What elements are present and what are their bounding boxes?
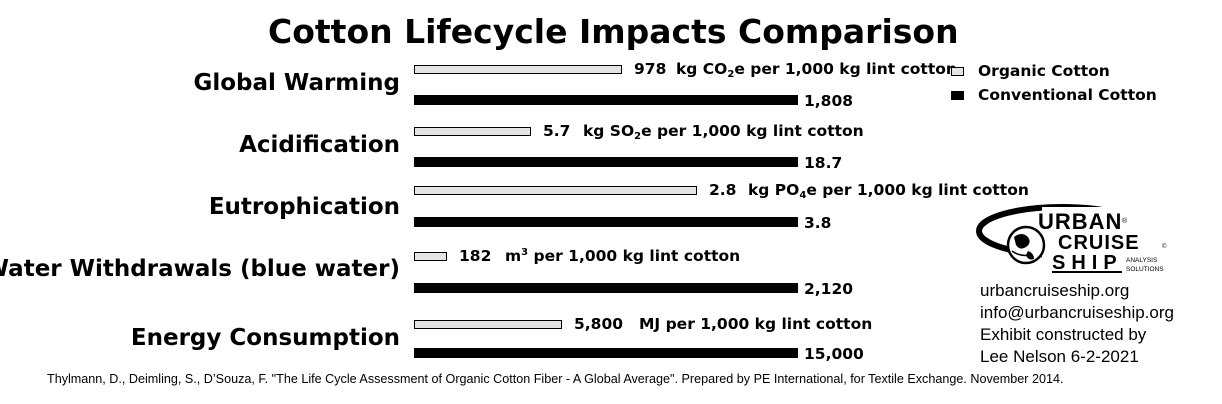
organic-cotton-bar (414, 65, 622, 74)
website-text: urbancruiseship.org (980, 281, 1130, 300)
organic-cotton-bar (414, 186, 697, 195)
organic-cotton-bar (414, 252, 447, 261)
conventional-value-label: 18.7 (804, 154, 843, 172)
logo-tagline-solutions: SOLUTIONS (1126, 266, 1164, 273)
source-citation: Thylmann, D., Deimling, S., D’Souza, F. … (47, 372, 1064, 386)
urbancruiseship-logo: URBAN CRUISE SHIP ® © ANALYSIS SOLUTIONS (976, 203, 1176, 282)
conventional-value-label: 3.8 (804, 214, 832, 232)
conventional-value-label: 1,808 (804, 92, 854, 110)
logo-graphic: URBAN CRUISE SHIP ® © ANALYSIS SOLUTIONS (976, 204, 1167, 274)
unit-text: MJ per 1,000 kg lint cotton (639, 315, 873, 333)
unit-label: MJ per 1,000 kg lint cotton (639, 315, 872, 333)
legend-label-conventional: Conventional Cotton (978, 86, 1157, 104)
logo-text-ship: SHIP (1052, 252, 1123, 274)
unit-text: kg PO (748, 181, 800, 199)
category-label: Eutrophication (208, 194, 400, 220)
organic-cotton-bar (414, 127, 531, 136)
unit-text: per 1,000 kg lint cotton (528, 247, 741, 265)
logo-text-backdrop (1042, 207, 1152, 273)
logo-tagline-analysis: ANALYSIS (1126, 257, 1158, 264)
legend-swatch-organic (951, 67, 964, 76)
chart-title: Cotton Lifecycle Impacts Comparison (268, 12, 959, 51)
conventional-cotton-bar (414, 283, 798, 293)
author-date-text: Lee Nelson 6-2-2021 (980, 347, 1139, 366)
unit-text: kg SO (583, 122, 635, 140)
unit-subscript: 2 (727, 69, 735, 80)
unit-label: kg CO2e per 1,000 kg lint cotton (676, 60, 957, 80)
unit-text: e per 1,000 kg lint cotton (641, 122, 864, 140)
globe-icon (1006, 225, 1046, 265)
unit-label: kg SO2e per 1,000 kg lint cotton (583, 122, 864, 142)
conventional-cotton-bar (414, 348, 798, 358)
organic-value-label: 2.8 (709, 181, 737, 199)
legend-label-organic: Organic Cotton (978, 62, 1110, 80)
category-label: Global Warming (193, 70, 400, 96)
conventional-cotton-bar (414, 95, 798, 105)
logo-text-cruise: CRUISE (1058, 232, 1140, 254)
unit-text: m (505, 247, 522, 265)
logo-text-urban: URBAN (1038, 209, 1122, 234)
unit-subscript: 2 (634, 131, 642, 142)
logo-registered-mark: ® (1122, 217, 1128, 225)
category-label: Acidification (239, 132, 400, 158)
conventional-value-label: 2,120 (804, 280, 854, 298)
organic-value-label: 5.7 (543, 122, 571, 140)
conventional-cotton-bar (414, 217, 798, 227)
conventional-cotton-bar (414, 157, 798, 167)
unit-label: m3 per 1,000 kg lint cotton (505, 247, 740, 265)
unit-subscript: 4 (799, 190, 807, 201)
legend-swatch-conventional (951, 91, 964, 100)
conventional-value-label: 15,000 (804, 345, 864, 363)
organic-value-label: 5,800 (574, 315, 624, 333)
exhibit-credit-text: Exhibit constructed by (980, 325, 1147, 344)
email-text: info@urbancruiseship.org (980, 303, 1174, 322)
unit-text: e per 1,000 kg lint cotton (734, 60, 957, 78)
organic-value-label: 182 (459, 247, 492, 265)
unit-text: e per 1,000 kg lint cotton (806, 181, 1029, 199)
category-label: Energy Consumption (130, 325, 400, 351)
unit-text: kg CO (676, 60, 728, 78)
unit-superscript: 3 (521, 247, 529, 258)
organic-cotton-bar (414, 320, 562, 329)
organic-value-label: 978 (634, 60, 667, 78)
category-label: Water Withdrawals (blue water) (0, 256, 400, 282)
logo-copyright-mark: © (1162, 243, 1167, 250)
unit-label: kg PO4e per 1,000 kg lint cotton (748, 181, 1029, 201)
